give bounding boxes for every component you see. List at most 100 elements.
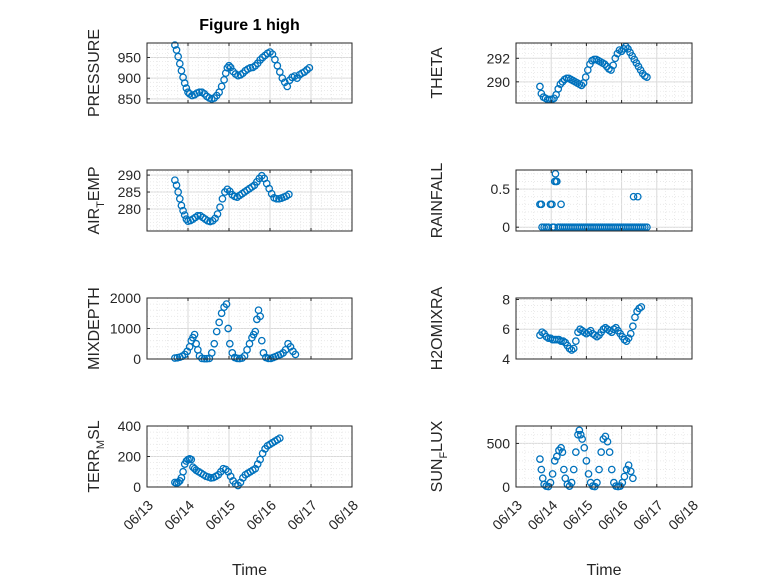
x-tick-label: 06/17 [284, 497, 320, 533]
data-point [556, 80, 565, 89]
data-point [275, 434, 284, 443]
subplot-mixdepth: 2000 1000 0 MIXDEPTH [86, 287, 353, 370]
data-point [225, 339, 234, 348]
data-point [557, 443, 565, 452]
data-point [576, 430, 585, 439]
data-point [552, 177, 561, 186]
y-tick-label: 290 [487, 74, 511, 90]
data-point [624, 334, 633, 343]
data-point [593, 478, 601, 487]
data-point [229, 67, 237, 76]
y-tick-label: 850 [118, 91, 142, 107]
data-point [213, 210, 222, 218]
y-tick-label: 1000 [110, 321, 141, 337]
x-axis-label: Time [587, 562, 622, 579]
data-point [177, 201, 186, 210]
data-point [578, 435, 587, 443]
data-point [190, 330, 199, 339]
data-point [180, 79, 189, 87]
data-point [218, 194, 227, 203]
data-point [582, 457, 591, 465]
data-point [187, 455, 196, 464]
axes-frame [515, 169, 693, 232]
data-point [600, 60, 609, 69]
data-point [193, 211, 202, 220]
data-point [264, 354, 273, 363]
data-point [595, 465, 603, 474]
data-point [179, 206, 187, 215]
data-point [550, 457, 559, 465]
data-point [611, 54, 620, 63]
data-point [637, 303, 646, 311]
data-point [272, 194, 281, 203]
data-point [544, 223, 553, 232]
data-point [577, 81, 586, 90]
data-point [603, 437, 612, 446]
data-point [633, 192, 642, 201]
data-point [233, 354, 242, 363]
data-point [222, 300, 231, 308]
data-point [200, 90, 209, 98]
y-axis-label: TERRMSL [86, 420, 107, 492]
data-point [171, 41, 179, 49]
subplot-h2omixra: 8 6 4 H2OMIXRA [429, 286, 693, 370]
subplot-terr-msl: 400 200 0 TERRMSL 06/13 06/14 06/15 06/16 06/17 0… [86, 418, 361, 579]
data-point [256, 56, 265, 64]
y-tick-label: 500 [487, 435, 511, 451]
data-point [584, 470, 593, 478]
data-point [174, 52, 183, 61]
data-point [619, 45, 628, 53]
data-point [224, 324, 233, 333]
data-point [629, 322, 637, 331]
data-point [251, 61, 260, 70]
data-point [620, 472, 629, 481]
y-tick-label: 200 [118, 449, 142, 465]
y-tick-label: 950 [118, 49, 142, 65]
y-axis-label: AIRTEMP [86, 166, 107, 234]
data-point [617, 47, 626, 56]
x-tick-label: 06/16 [243, 497, 279, 533]
data-point [581, 73, 590, 81]
y-axis-label: MIXDEPTH [86, 287, 103, 370]
x-axis-label: Time [232, 562, 267, 579]
data-point [537, 465, 546, 474]
data-point [239, 69, 247, 78]
data-point [557, 200, 565, 209]
y-tick-label: 4 [502, 351, 510, 367]
data-point [643, 223, 651, 232]
y-tick-label: 2000 [110, 290, 141, 306]
y-axis-label: H2OMIXRA [429, 286, 446, 370]
y-tick-label: 0 [502, 479, 510, 495]
subplot-theta: 292 290 THETA [429, 42, 693, 104]
x-tick-label: 06/18 [665, 497, 701, 533]
data-point [267, 189, 276, 198]
axes-frame [146, 42, 353, 104]
subplot-rainfall: 0.5 0 RAINFALL [429, 163, 693, 238]
y-tick-label: 290 [118, 167, 142, 183]
data-point [216, 203, 224, 212]
data-point [554, 85, 563, 93]
data-point [558, 448, 567, 456]
data-point [548, 470, 557, 478]
data-point [217, 82, 226, 91]
x-tick-label: 06/14 [161, 497, 197, 533]
data-point [571, 337, 580, 345]
y-tick-label: 6 [502, 321, 510, 337]
data-point [597, 448, 606, 456]
data-point [605, 448, 614, 456]
data-point [210, 339, 219, 348]
x-tick-label: 06/16 [595, 497, 631, 533]
y-tick-label: 285 [118, 184, 142, 200]
data-point [275, 68, 284, 76]
data-point [548, 200, 556, 209]
y-axis-label: SUNFLUX [429, 420, 450, 492]
data-point [182, 84, 191, 92]
y-tick-label: 900 [118, 70, 142, 86]
data-point [180, 211, 189, 219]
data-point [207, 349, 216, 357]
data-point [626, 467, 635, 476]
x-tick-label: 06/13 [120, 497, 156, 533]
axes-frame [515, 42, 693, 104]
